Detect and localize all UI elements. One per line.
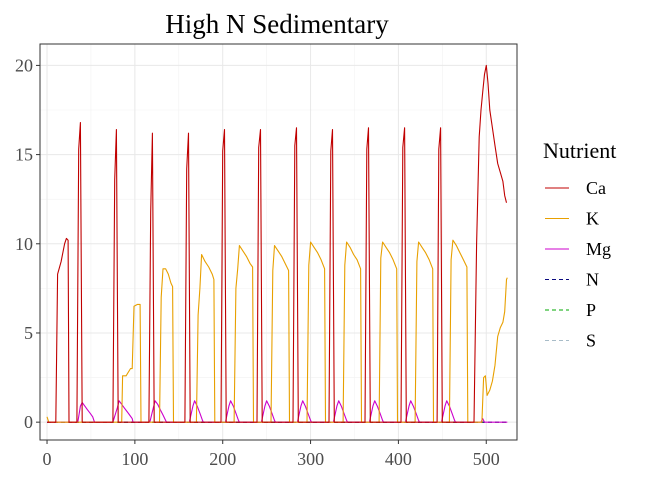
legend-label-n: N [586,270,599,290]
x-tick-label: 100 [121,449,148,469]
legend-label-p: P [586,300,596,320]
legend-label-s: S [586,331,596,351]
series-line-mg [47,400,508,423]
axes: 0 100 200 300 400 500 0 5 10 15 20 [15,55,500,469]
x-tick-label: 200 [209,449,236,469]
y-tick-label: 20 [15,55,33,75]
y-tick-label: 5 [24,323,33,343]
legend-title: Nutrient [543,138,616,163]
legend-label-ca: Ca [586,178,606,198]
series-line-ca [47,64,508,423]
x-tick-label: 300 [297,449,324,469]
x-tick-label: 500 [473,449,500,469]
legend: Nutrient Ca K Mg NPS [543,138,616,351]
x-tick-label: 0 [43,449,52,469]
legend-label-k: K [586,209,599,229]
plot-border [39,43,518,441]
y-tick-label: 15 [15,145,33,165]
series-lines [46,64,508,423]
series-line-k [46,239,508,423]
x-tick-label: 400 [385,449,412,469]
y-tick-label: 0 [24,412,33,432]
y-tick-label: 10 [15,234,33,254]
chart-title: High N Sedimentary [165,9,389,39]
legend-label-mg: Mg [586,239,611,259]
plot-panel [40,44,517,440]
